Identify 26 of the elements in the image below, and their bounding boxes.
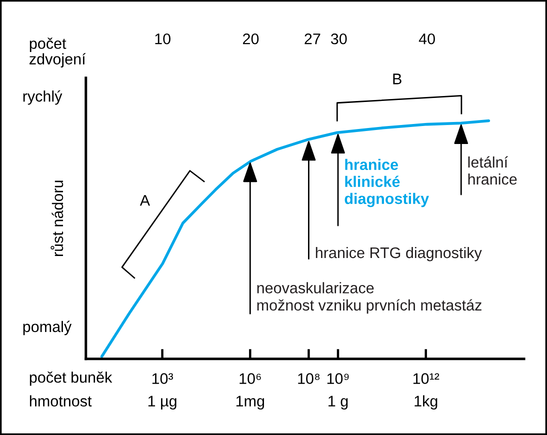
- text: 1mg: [236, 396, 264, 410]
- x2-tick-label: 40: [418, 33, 435, 44]
- x2-tick-label: 30: [330, 33, 347, 44]
- x2-tick-label: 27: [304, 33, 320, 44]
- x-axis-title: počet buněk: [30, 372, 112, 386]
- x-tick-label: 10⁶: [240, 373, 261, 384]
- x2-tick-label: 20: [243, 33, 259, 44]
- text: B: [393, 74, 402, 84]
- text: pomalý: [23, 320, 72, 336]
- x-tick-label: 10³: [152, 373, 174, 384]
- text: rychlý: [23, 90, 62, 105]
- text: 1kg: [414, 395, 438, 410]
- text: hmotnost: [30, 395, 92, 407]
- x-tick-label: 10¹²: [413, 373, 440, 384]
- y-axis-title: růst nádoru: [50, 180, 64, 256]
- annotation: letální hranice: [468, 156, 517, 185]
- text: 1 µg: [148, 396, 176, 410]
- x-tick-label: 10⁹: [327, 373, 349, 384]
- x2-axis-title: počet zdvojení: [30, 38, 86, 68]
- text: 1 g: [328, 396, 348, 410]
- annotation: A: [140, 195, 150, 206]
- x2-tick-label: 10: [155, 33, 170, 44]
- x-tick-label: 10⁸: [298, 373, 320, 384]
- annotation: neovaskularizace možnost vzniku prvních metastáz: [257, 282, 482, 314]
- annotation: hranice klinické diagnostiky: [344, 158, 429, 208]
- annotation: hranice RTG diagnostiky: [316, 246, 482, 262]
